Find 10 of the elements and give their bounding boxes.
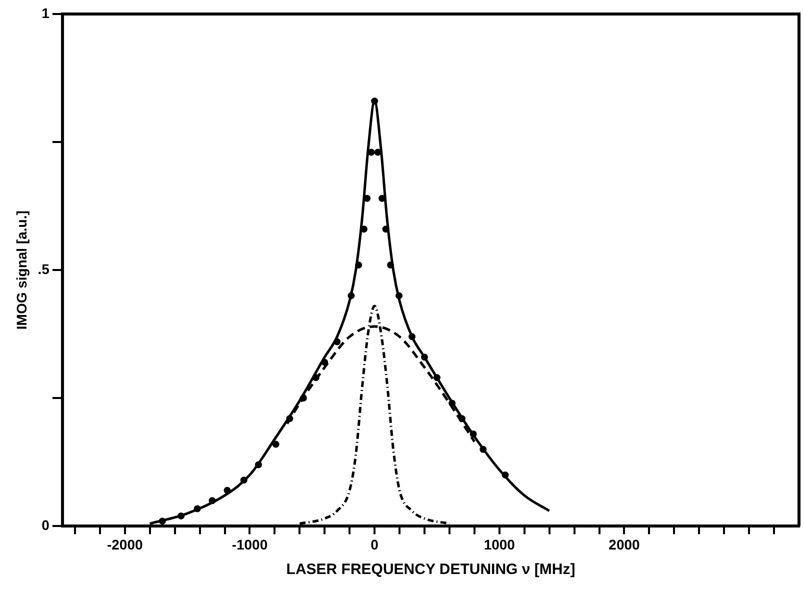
x-tick-label: 1000 xyxy=(484,536,516,552)
x-tick-label: -1000 xyxy=(232,536,268,552)
y-axis-title: IMOG signal [a.u.] xyxy=(13,210,30,330)
x-tick-label: 2000 xyxy=(608,536,640,552)
x-tick-label: -2000 xyxy=(106,536,144,552)
y-tick-label: 1 xyxy=(42,4,50,21)
y-tick-label: .5 xyxy=(38,260,50,277)
x-axis-title: LASER FREQUENCY DETUNING ν [MHz] xyxy=(286,561,576,578)
x-tick-label: 0 xyxy=(370,536,379,552)
y-tick-label: 0 xyxy=(42,517,50,534)
